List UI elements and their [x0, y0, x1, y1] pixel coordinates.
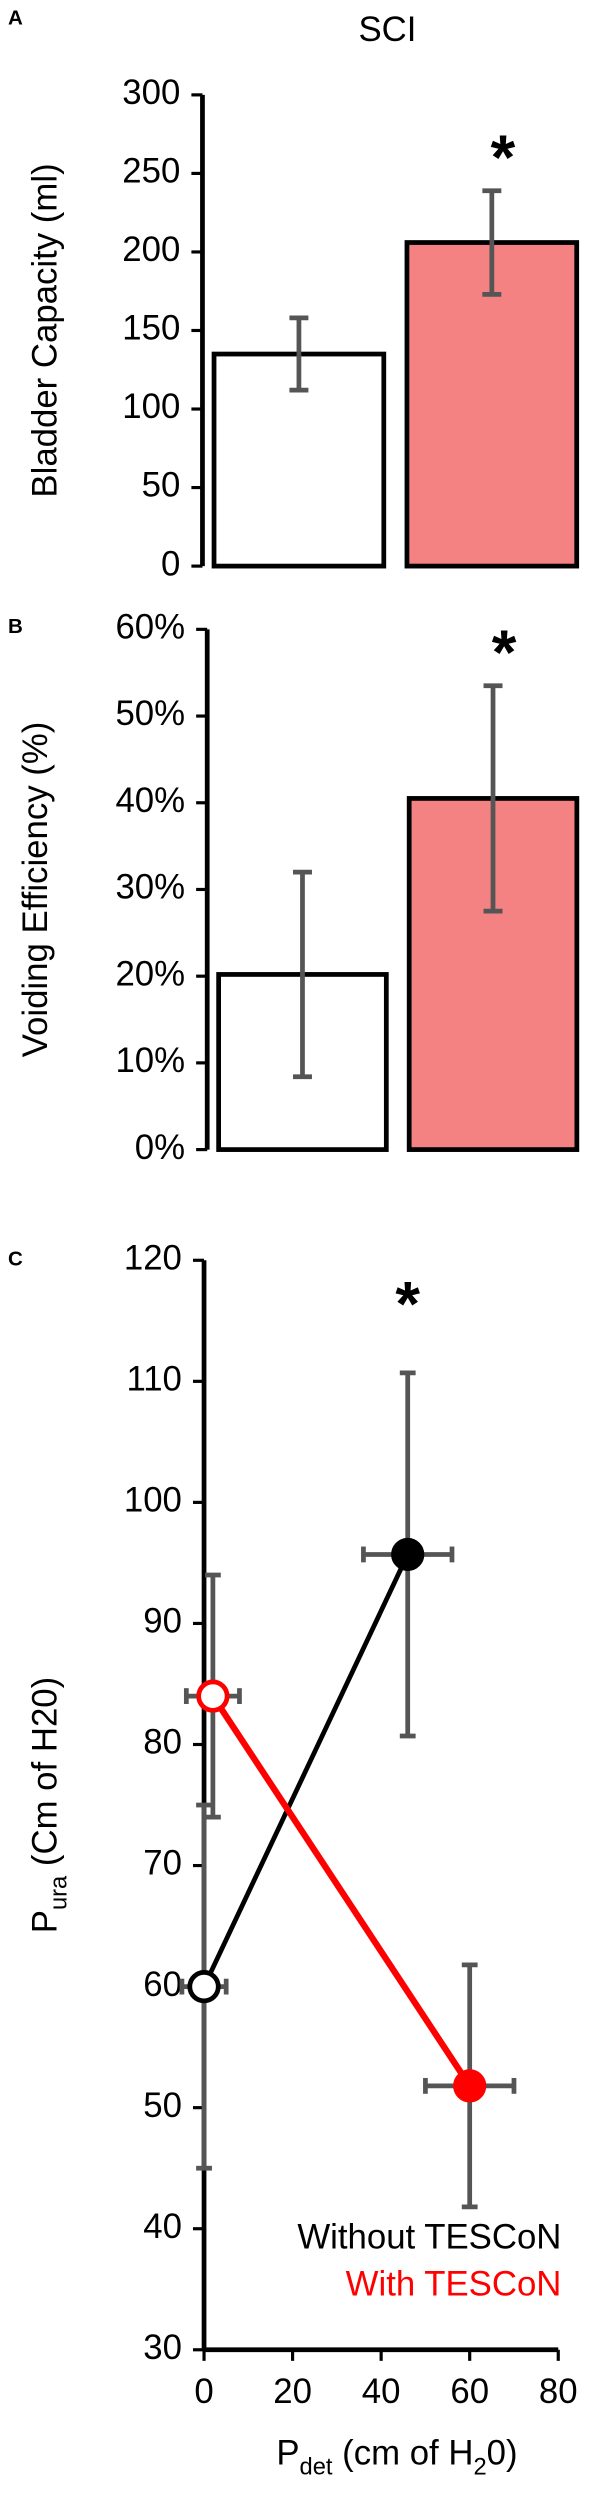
series-line — [210, 1694, 473, 2088]
y-tick-label: 0 — [161, 545, 180, 583]
y-tick-label: 40% — [115, 782, 185, 820]
y-tick-label: 100 — [122, 388, 180, 426]
y-tick-label: 120 — [124, 1239, 182, 1277]
x-tick-label: 20 — [273, 2373, 312, 2411]
y-tick-label: 300 — [122, 74, 180, 112]
error-bar — [289, 315, 309, 393]
annotation: * — [491, 123, 516, 193]
y-axis-label: Bladder Capacity (ml) — [27, 163, 65, 497]
x-tick-label: 80 — [539, 2373, 578, 2411]
y-tick-label: 60 — [143, 1966, 182, 2004]
y-tick-label: 0% — [135, 1129, 185, 1167]
marker — [391, 1537, 425, 1572]
y-tick-label: 20% — [115, 955, 185, 993]
y-tick-label: 40 — [143, 2208, 182, 2246]
y-tick-label: 150 — [122, 310, 180, 348]
y-tick-label: 110 — [126, 1361, 181, 1399]
label-part: 2 — [473, 2455, 486, 2481]
label-part: (cm of H — [332, 2435, 473, 2473]
label-part: (Cm of H20) — [27, 1677, 65, 1876]
marker — [453, 2069, 487, 2103]
y-tick-label: 100 — [124, 1482, 182, 1520]
error-bar — [292, 869, 312, 1080]
y-tick-label: 80 — [143, 1724, 182, 1762]
annotation: * — [492, 618, 517, 688]
y-tick-label: 200 — [122, 231, 180, 269]
y-axis-label: Pura (Cm of H20) — [27, 1677, 73, 1933]
y-tick-label: 50 — [142, 467, 181, 505]
series-line — [201, 1553, 410, 1988]
error-bar — [482, 188, 502, 297]
y-tick-label: 50% — [115, 695, 185, 733]
label-part: ura — [47, 1875, 73, 1910]
panel-label: C — [8, 1248, 23, 1271]
x-tick-label: 0 — [194, 2373, 213, 2411]
y-tick-label: 250 — [122, 153, 180, 191]
y-tick-label: 30% — [115, 869, 185, 907]
y-axis-label: Voiding Efficiency (%) — [17, 722, 55, 1058]
annotation: * — [395, 1269, 420, 1339]
label-part: 0) — [487, 2435, 518, 2473]
legend-label: Without TESCoN — [297, 2218, 561, 2256]
y-tick-label: 30 — [143, 2329, 182, 2367]
x-tick-label: 40 — [362, 2373, 401, 2411]
chart-title: SCI — [358, 11, 416, 49]
y-tick-label: 70 — [143, 1845, 182, 1883]
legend-label: With TESCoN — [346, 2266, 562, 2304]
marker — [196, 1679, 230, 1713]
label-part: P — [276, 2435, 299, 2473]
x-axis-label: Pdet (cm of H20) — [276, 2435, 517, 2481]
panel-label: B — [8, 615, 23, 638]
y-tick-label: 10% — [115, 1042, 185, 1080]
y-tick-label: 60% — [115, 609, 185, 647]
x-tick-label: 60 — [450, 2373, 489, 2411]
y-tick-label: 90 — [143, 1603, 182, 1641]
marker — [187, 1970, 221, 2004]
label-part: det — [300, 2455, 333, 2481]
label-part: P — [27, 1910, 65, 1933]
error-bar — [483, 683, 503, 914]
panel-label: A — [8, 6, 23, 29]
y-tick-label: 50 — [143, 2087, 182, 2125]
